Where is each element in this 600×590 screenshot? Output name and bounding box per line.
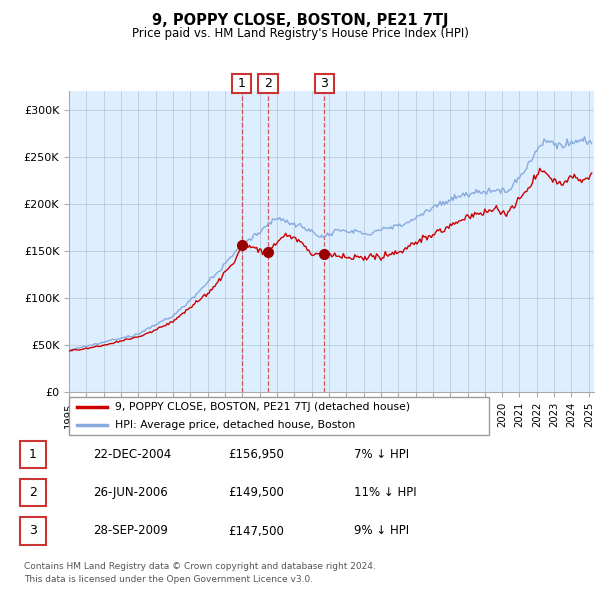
Text: £147,500: £147,500 xyxy=(228,525,284,537)
Text: 3: 3 xyxy=(320,77,328,90)
FancyBboxPatch shape xyxy=(259,74,278,93)
Text: HPI: Average price, detached house, Boston: HPI: Average price, detached house, Bost… xyxy=(115,420,355,430)
FancyBboxPatch shape xyxy=(20,441,46,468)
FancyBboxPatch shape xyxy=(20,517,46,545)
Text: 1: 1 xyxy=(29,448,37,461)
Text: 2: 2 xyxy=(29,486,37,499)
Text: 28-SEP-2009: 28-SEP-2009 xyxy=(93,525,168,537)
Text: Contains HM Land Registry data © Crown copyright and database right 2024.: Contains HM Land Registry data © Crown c… xyxy=(24,562,376,571)
FancyBboxPatch shape xyxy=(232,74,251,93)
Text: 9% ↓ HPI: 9% ↓ HPI xyxy=(354,525,409,537)
Text: 9, POPPY CLOSE, BOSTON, PE21 7TJ: 9, POPPY CLOSE, BOSTON, PE21 7TJ xyxy=(152,13,448,28)
Text: £149,500: £149,500 xyxy=(228,486,284,499)
Text: Price paid vs. HM Land Registry's House Price Index (HPI): Price paid vs. HM Land Registry's House … xyxy=(131,27,469,40)
Text: 22-DEC-2004: 22-DEC-2004 xyxy=(93,448,171,461)
FancyBboxPatch shape xyxy=(69,397,489,435)
Text: £156,950: £156,950 xyxy=(228,448,284,461)
Text: 2: 2 xyxy=(264,77,272,90)
Text: 11% ↓ HPI: 11% ↓ HPI xyxy=(354,486,416,499)
FancyBboxPatch shape xyxy=(20,479,46,506)
Text: 7% ↓ HPI: 7% ↓ HPI xyxy=(354,448,409,461)
FancyBboxPatch shape xyxy=(314,74,334,93)
Text: This data is licensed under the Open Government Licence v3.0.: This data is licensed under the Open Gov… xyxy=(24,575,313,584)
Text: 9, POPPY CLOSE, BOSTON, PE21 7TJ (detached house): 9, POPPY CLOSE, BOSTON, PE21 7TJ (detach… xyxy=(115,402,410,412)
Text: 1: 1 xyxy=(238,77,245,90)
Text: 3: 3 xyxy=(29,525,37,537)
Text: 26-JUN-2006: 26-JUN-2006 xyxy=(93,486,168,499)
